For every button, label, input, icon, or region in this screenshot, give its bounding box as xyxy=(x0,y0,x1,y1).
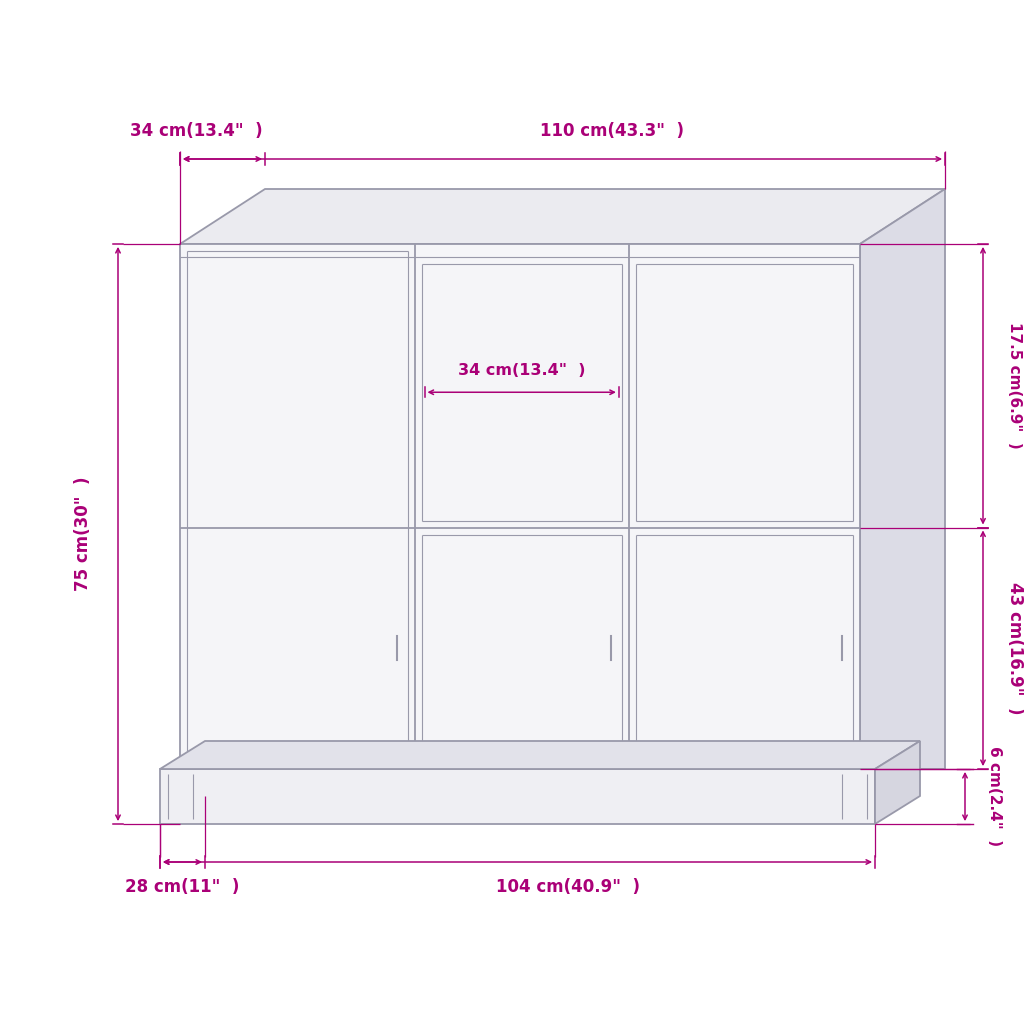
Text: 17.5 cm(6.9"  ): 17.5 cm(6.9" ) xyxy=(1008,323,1023,450)
Polygon shape xyxy=(860,189,945,769)
Text: 104 cm(40.9"  ): 104 cm(40.9" ) xyxy=(496,878,640,896)
Text: 34 cm(13.4"  ): 34 cm(13.4" ) xyxy=(130,122,262,140)
Text: 75 cm(30"  ): 75 cm(30" ) xyxy=(74,477,92,591)
Text: 6 cm(2.4"  ): 6 cm(2.4" ) xyxy=(987,746,1002,847)
Polygon shape xyxy=(160,769,874,824)
Polygon shape xyxy=(180,244,860,769)
Text: 110 cm(43.3"  ): 110 cm(43.3" ) xyxy=(541,122,684,140)
Text: 28 cm(11"  ): 28 cm(11" ) xyxy=(125,878,240,896)
Text: 34 cm(13.4"  ): 34 cm(13.4" ) xyxy=(458,362,586,378)
Polygon shape xyxy=(180,189,945,244)
Text: 43 cm(16.9"  ): 43 cm(16.9" ) xyxy=(1006,582,1024,715)
Polygon shape xyxy=(160,741,920,769)
Polygon shape xyxy=(874,741,920,824)
